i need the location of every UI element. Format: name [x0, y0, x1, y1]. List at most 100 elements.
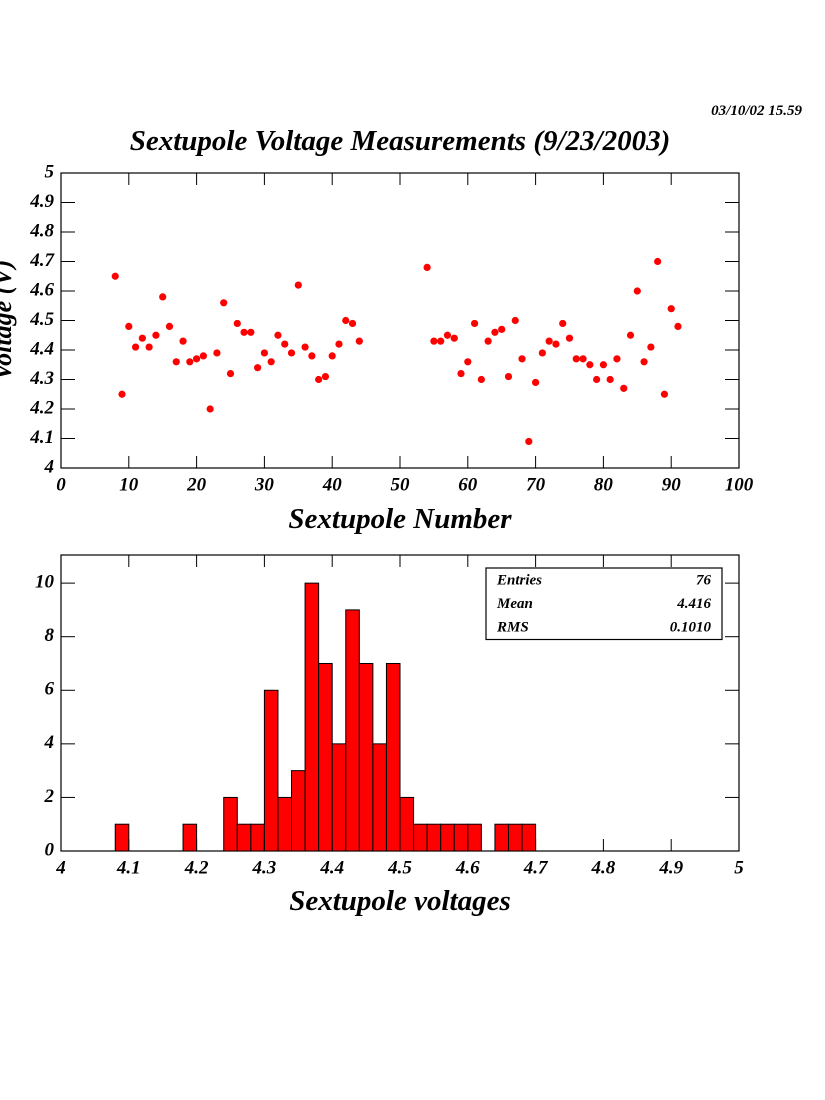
- bar: [467, 823, 482, 852]
- bar: [385, 662, 401, 852]
- point: [247, 328, 255, 336]
- point: [152, 331, 160, 339]
- y-tick-label: 4.1: [29, 427, 54, 448]
- point: [274, 331, 282, 339]
- point: [647, 343, 655, 351]
- point: [342, 316, 350, 325]
- point: [131, 343, 140, 351]
- point: [654, 257, 662, 266]
- x-tick-label: 4.4: [319, 857, 344, 878]
- stat-value: 4.416: [676, 596, 711, 612]
- point: [532, 378, 540, 387]
- timestamp: 03/10/02 15.59: [711, 103, 802, 119]
- point: [660, 390, 669, 398]
- point: [620, 384, 628, 392]
- point: [464, 358, 472, 366]
- bar: [114, 823, 130, 852]
- y-tick-label: 5: [45, 161, 55, 182]
- x-tick-label: 100: [725, 474, 754, 495]
- point: [328, 352, 336, 360]
- point: [321, 372, 330, 381]
- x-tick-label: 5: [734, 857, 744, 878]
- y-tick-label: 4.6: [29, 279, 54, 300]
- bar: [494, 823, 509, 852]
- bar: [453, 823, 469, 852]
- point: [504, 372, 513, 381]
- x-tick-label: 90: [662, 474, 682, 495]
- x-tick-label: 4.2: [184, 857, 209, 878]
- point: [477, 375, 485, 384]
- point: [199, 352, 207, 360]
- stat-name: Mean: [496, 596, 533, 612]
- bar: [277, 796, 293, 852]
- point: [240, 328, 248, 336]
- y-tick-label: 4.7: [29, 250, 55, 271]
- x-tick-label: 4.8: [591, 857, 616, 878]
- x-tick-label: 70: [526, 474, 546, 495]
- bar: [223, 796, 238, 852]
- bar: [426, 823, 442, 852]
- point: [281, 340, 289, 348]
- x-axis-title: Sextupole voltages: [289, 885, 511, 917]
- x-tick-label: 4.9: [658, 857, 683, 878]
- bar: [372, 743, 387, 852]
- point: [118, 390, 126, 398]
- y-tick-label: 0: [45, 839, 55, 860]
- y-tick-label: 4: [44, 456, 55, 477]
- y-tick-label: 4: [44, 732, 55, 753]
- point: [640, 358, 648, 366]
- x-tick-label: 4.3: [252, 857, 277, 878]
- x-axis-title: Sextupole Number: [288, 503, 512, 535]
- point: [470, 319, 479, 328]
- point: [165, 322, 174, 330]
- x-tick-label: 4.7: [523, 857, 549, 878]
- point: [335, 340, 343, 348]
- bar: [399, 796, 415, 852]
- stat-value: 0.1010: [670, 619, 712, 635]
- x-tick-label: 0: [56, 474, 66, 495]
- y-tick-label: 6: [45, 679, 55, 700]
- point: [559, 319, 567, 328]
- point: [443, 331, 452, 339]
- bar: [507, 823, 523, 852]
- point: [572, 355, 580, 363]
- y-tick-label: 4.8: [29, 220, 54, 241]
- point: [552, 340, 560, 348]
- point: [484, 337, 492, 345]
- point: [437, 337, 445, 345]
- point: [145, 343, 153, 351]
- point: [525, 437, 533, 446]
- y-tick-label: 10: [35, 571, 55, 592]
- point: [498, 325, 506, 333]
- y-tick-label: 4.3: [29, 368, 54, 389]
- point: [545, 337, 553, 345]
- bar: [440, 823, 455, 852]
- bar: [521, 823, 537, 852]
- point: [423, 263, 431, 271]
- y-tick-label: 4.5: [29, 309, 54, 330]
- x-tick-label: 10: [119, 474, 139, 495]
- point: [593, 375, 601, 384]
- point: [518, 355, 526, 363]
- point: [674, 322, 682, 330]
- bar: [358, 662, 374, 852]
- x-tick-label: 80: [594, 474, 614, 495]
- point: [348, 319, 357, 328]
- point: [613, 355, 621, 363]
- point: [254, 364, 262, 372]
- point: [538, 349, 546, 357]
- bar: [413, 823, 428, 852]
- x-tick-label: 4.6: [455, 857, 480, 878]
- point: [626, 331, 635, 339]
- point: [260, 349, 268, 357]
- x-tick-label: 20: [186, 474, 207, 495]
- bar: [331, 743, 347, 852]
- point: [111, 272, 119, 280]
- x-tick-label: 60: [458, 474, 478, 495]
- point: [450, 334, 458, 342]
- point: [301, 343, 309, 351]
- bar: [318, 662, 333, 852]
- point: [220, 299, 228, 307]
- stats-box: [485, 567, 723, 641]
